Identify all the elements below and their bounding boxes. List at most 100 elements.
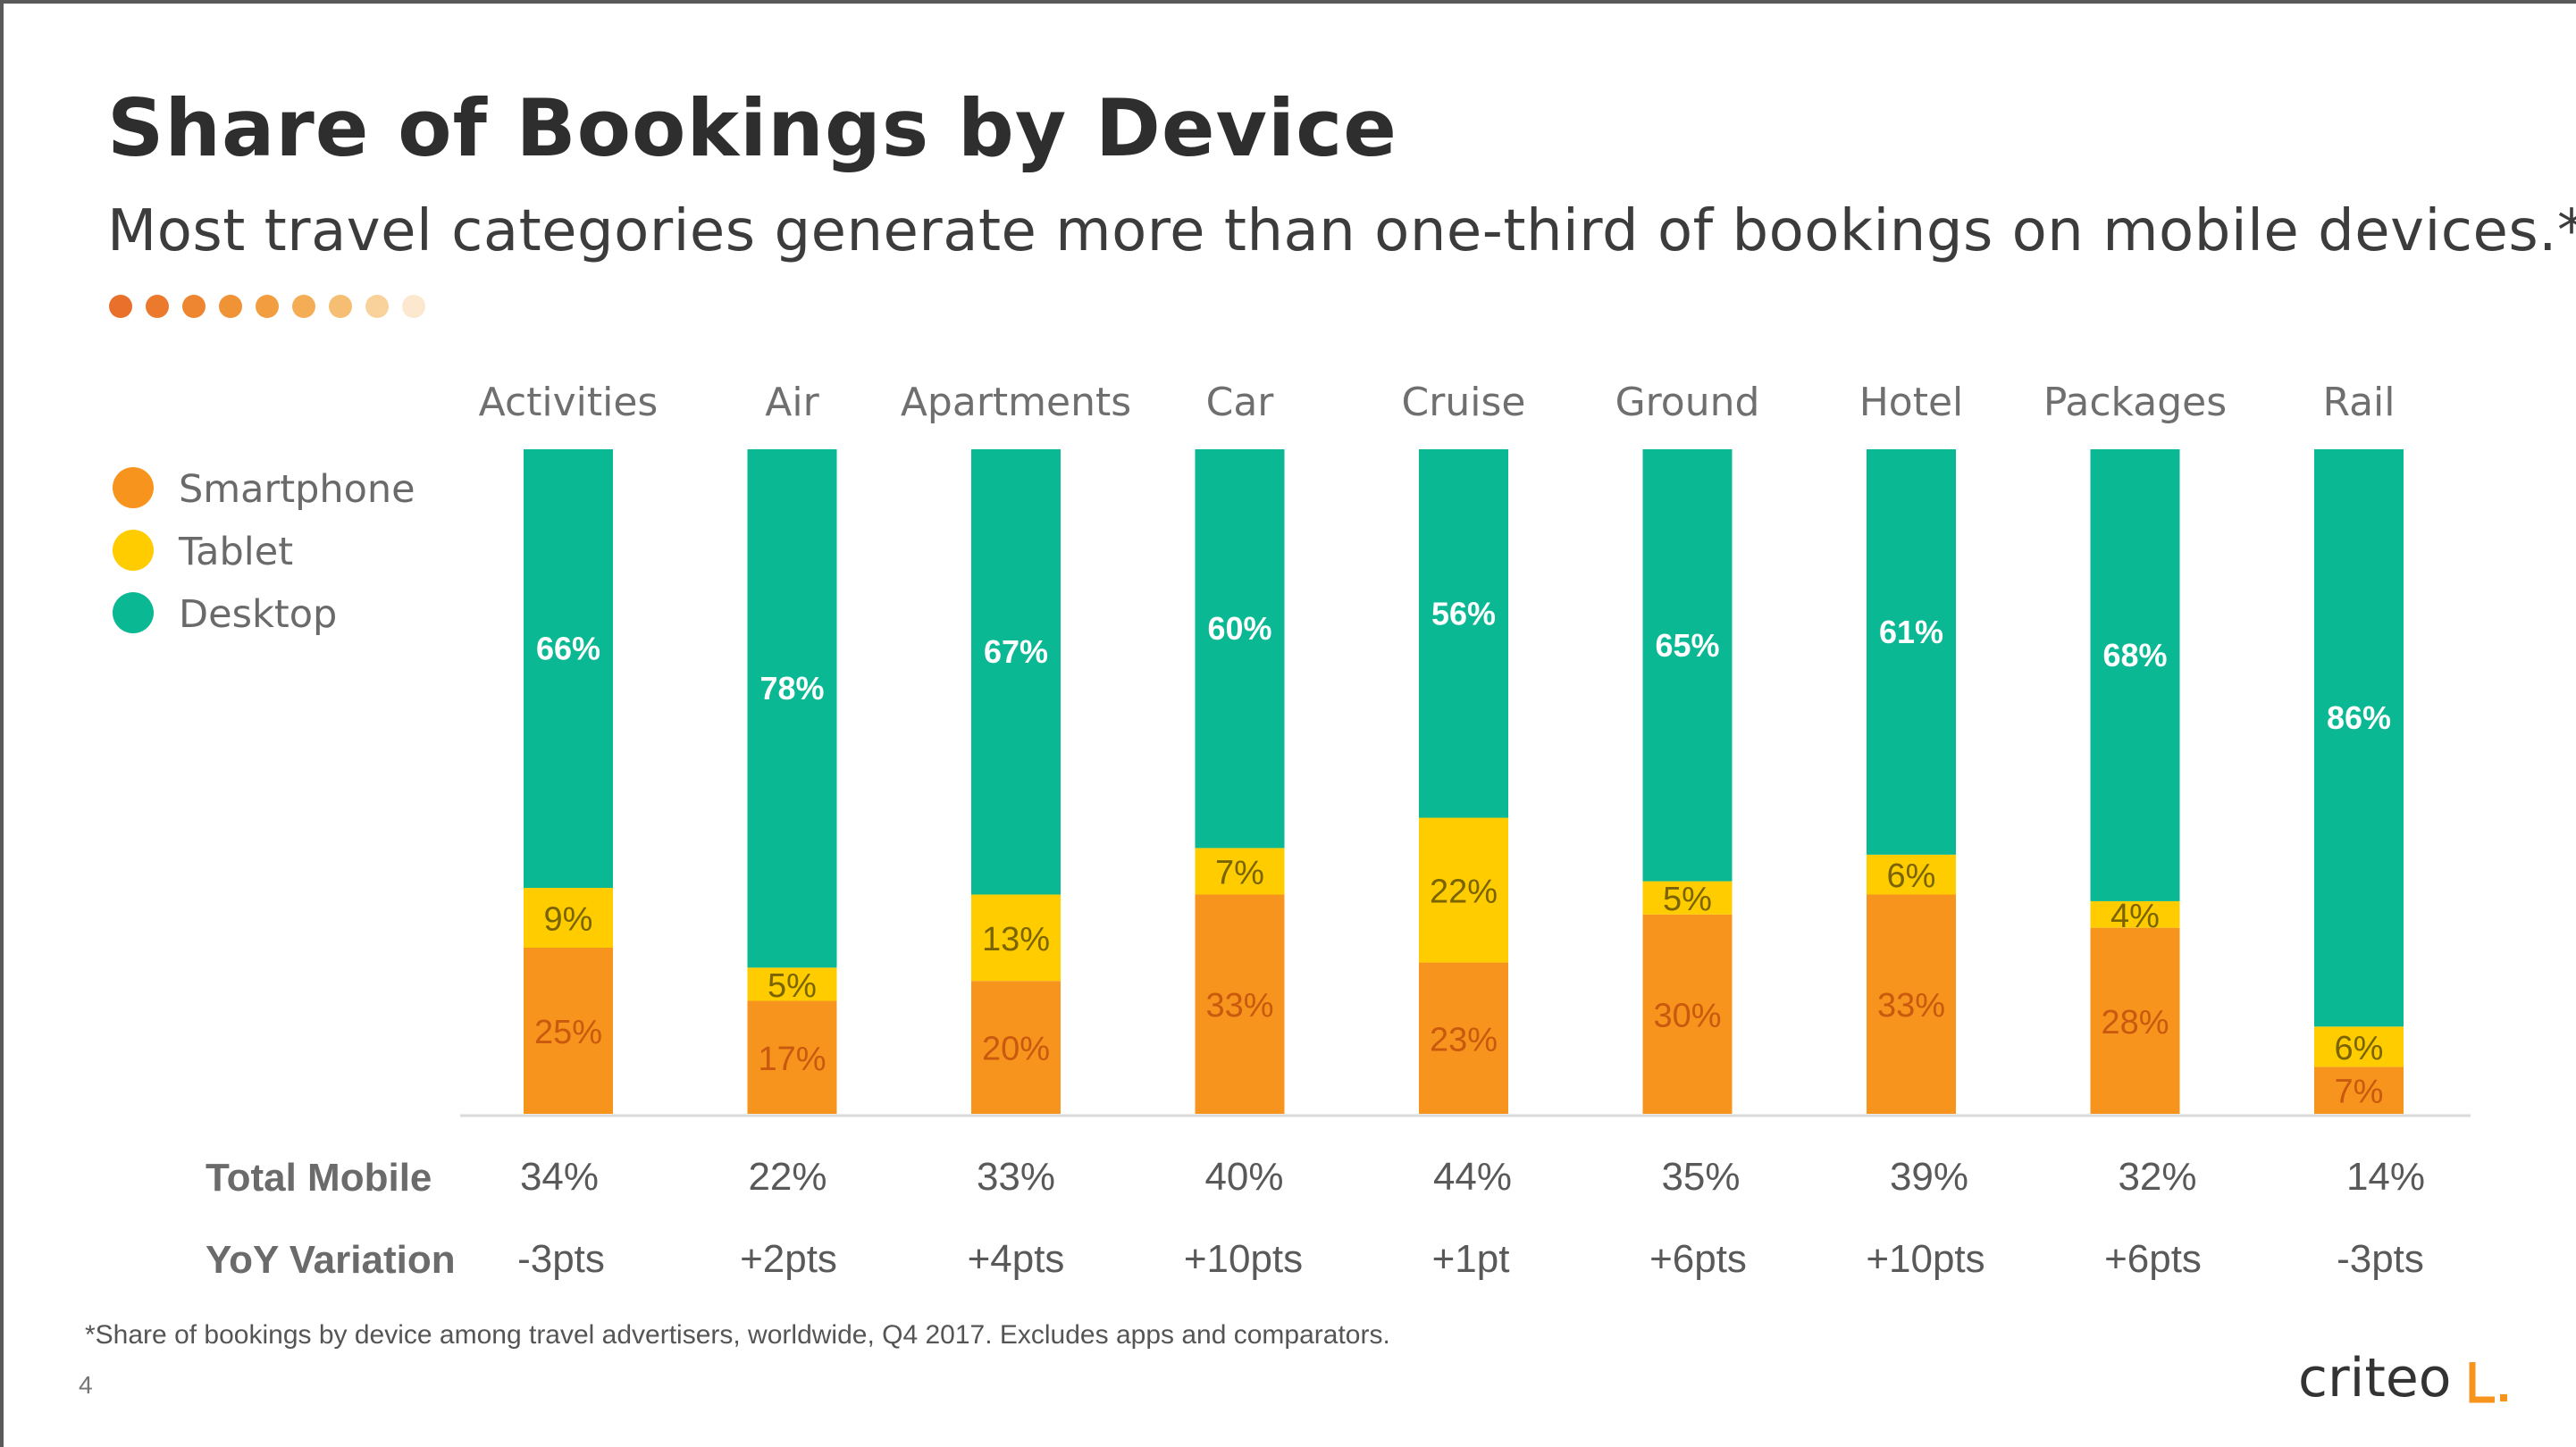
data-label-smartphone-hotel: 33% [1877, 987, 1945, 1025]
decor-dot [402, 295, 425, 318]
total-mobile-car: 40% [1204, 1155, 1283, 1199]
yoy-variation-apartments: +4pts [968, 1237, 1065, 1281]
total-mobile-ground: 35% [1661, 1155, 1740, 1199]
decor-dot [329, 295, 352, 318]
decor-dot [365, 295, 389, 318]
legend-swatch-tablet [113, 530, 154, 571]
data-label-tablet-activities: 9% [544, 901, 593, 939]
yoy-variation-car: +10pts [1184, 1237, 1303, 1281]
category-label-air: Air [765, 380, 819, 425]
data-label-tablet-cruise: 22% [1430, 874, 1498, 911]
yoy-variation-air: +2pts [740, 1237, 837, 1281]
bar-tablet-rail [2314, 1026, 2404, 1067]
bar-tablet-activities [524, 888, 613, 948]
criteo-logo: criteo [2298, 1347, 2507, 1409]
category-label-packages: Packages [2043, 380, 2227, 425]
bar-tablet-packages [2090, 900, 2180, 928]
data-label-desktop-cruise: 56% [1431, 595, 1496, 631]
decor-dot [219, 295, 242, 318]
category-label-hotel: Hotel [1859, 380, 1964, 425]
total-mobile-activities: 34% [520, 1155, 599, 1199]
yoy-variation-cruise: +1pt [1432, 1237, 1510, 1281]
data-label-tablet-apartments: 13% [982, 921, 1050, 958]
bar-tablet-apartments [971, 894, 1061, 982]
decor-dot [109, 295, 132, 318]
legend-label-desktop: Desktop [179, 592, 338, 637]
data-label-desktop-apartments: 67% [984, 633, 1048, 670]
bar-desktop-cruise [1419, 449, 1508, 818]
bar-tablet-cruise [1419, 817, 1508, 963]
yoy-variation-packages: +6pts [2104, 1237, 2202, 1281]
category-label-cruise: Cruise [1402, 380, 1526, 425]
yoy-variation-activities: -3pts [517, 1237, 605, 1281]
data-label-desktop-packages: 68% [2102, 637, 2167, 673]
bar-tablet-hotel [1867, 854, 1956, 895]
yoy-variation-hotel: +10pts [1866, 1237, 1984, 1281]
data-label-tablet-air: 5% [768, 967, 817, 1005]
data-label-smartphone-activities: 25% [534, 1014, 602, 1051]
total-mobile-air: 22% [748, 1155, 827, 1199]
data-label-desktop-ground: 65% [1655, 627, 1719, 664]
legend-swatch-desktop [113, 592, 154, 633]
total-mobile-cruise: 44% [1433, 1155, 1512, 1199]
logo-wordmark: criteo [2298, 1347, 2451, 1409]
yoy-variation-ground: +6pts [1649, 1237, 1747, 1281]
total-mobile-rail: 14% [2346, 1155, 2425, 1199]
total-mobile-apartments: 33% [977, 1155, 1055, 1199]
data-label-smartphone-cruise: 23% [1430, 1021, 1498, 1058]
data-label-tablet-car: 7% [1215, 854, 1264, 891]
logo-bracket [2469, 1362, 2495, 1403]
data-label-smartphone-ground: 30% [1653, 997, 1721, 1034]
bar-smartphone-packages [2090, 927, 2180, 1114]
category-label-rail: Rail [2322, 380, 2395, 425]
legend-label-smartphone: Smartphone [179, 467, 415, 512]
bar-smartphone-activities [524, 948, 613, 1114]
slide-subtitle: Most travel categories generate more tha… [107, 198, 2576, 264]
decor-dot [292, 295, 315, 318]
decor-dot [146, 295, 169, 318]
bar-desktop-air [747, 449, 837, 968]
data-label-smartphone-car: 33% [1205, 987, 1273, 1025]
data-label-desktop-rail: 86% [2327, 699, 2391, 736]
bar-smartphone-car [1195, 894, 1285, 1114]
bar-tablet-ground [1642, 881, 1733, 915]
bar-smartphone-hotel [1867, 894, 1956, 1114]
data-label-smartphone-apartments: 20% [982, 1031, 1050, 1068]
bar-desktop-activities [524, 449, 613, 889]
data-label-desktop-hotel: 61% [1879, 614, 1943, 650]
bar-tablet-car [1195, 848, 1285, 895]
bar-desktop-apartments [971, 449, 1061, 895]
decor-dot [182, 295, 206, 318]
bar-desktop-ground [1642, 449, 1733, 882]
yoy-variation-label: YoY Variation [206, 1238, 456, 1282]
bar-smartphone-rail [2314, 1066, 2404, 1114]
legend-swatch-smartphone [113, 467, 154, 508]
data-label-desktop-car: 60% [1207, 610, 1271, 647]
total-mobile-packages: 32% [2118, 1155, 2196, 1199]
category-label-car: Car [1206, 380, 1275, 425]
decorative-dots [109, 295, 425, 318]
bar-desktop-hotel [1867, 449, 1956, 855]
data-label-smartphone-packages: 28% [2101, 1004, 2169, 1041]
bar-desktop-rail [2314, 449, 2404, 1027]
bar-smartphone-apartments [971, 981, 1061, 1114]
data-label-tablet-rail: 6% [2335, 1030, 2384, 1067]
bar-desktop-packages [2090, 449, 2180, 901]
data-label-tablet-packages: 4% [2110, 898, 2160, 935]
category-label-ground: Ground [1615, 380, 1760, 425]
logo-dot [2500, 1394, 2507, 1401]
bar-smartphone-ground [1642, 914, 1733, 1114]
legend-label-tablet: Tablet [179, 530, 294, 574]
bar-smartphone-cruise [1419, 962, 1508, 1114]
bar-tablet-air [747, 967, 837, 1001]
data-label-smartphone-air: 17% [758, 1041, 826, 1078]
yoy-variation-rail: -3pts [2337, 1237, 2424, 1281]
data-label-tablet-ground: 5% [1663, 881, 1712, 918]
page-number: 4 [79, 1371, 93, 1399]
bar-smartphone-air [747, 1000, 837, 1114]
data-label-desktop-air: 78% [759, 670, 824, 707]
total-mobile-hotel: 39% [1890, 1155, 1968, 1199]
total-mobile-label: Total Mobile [206, 1156, 432, 1200]
